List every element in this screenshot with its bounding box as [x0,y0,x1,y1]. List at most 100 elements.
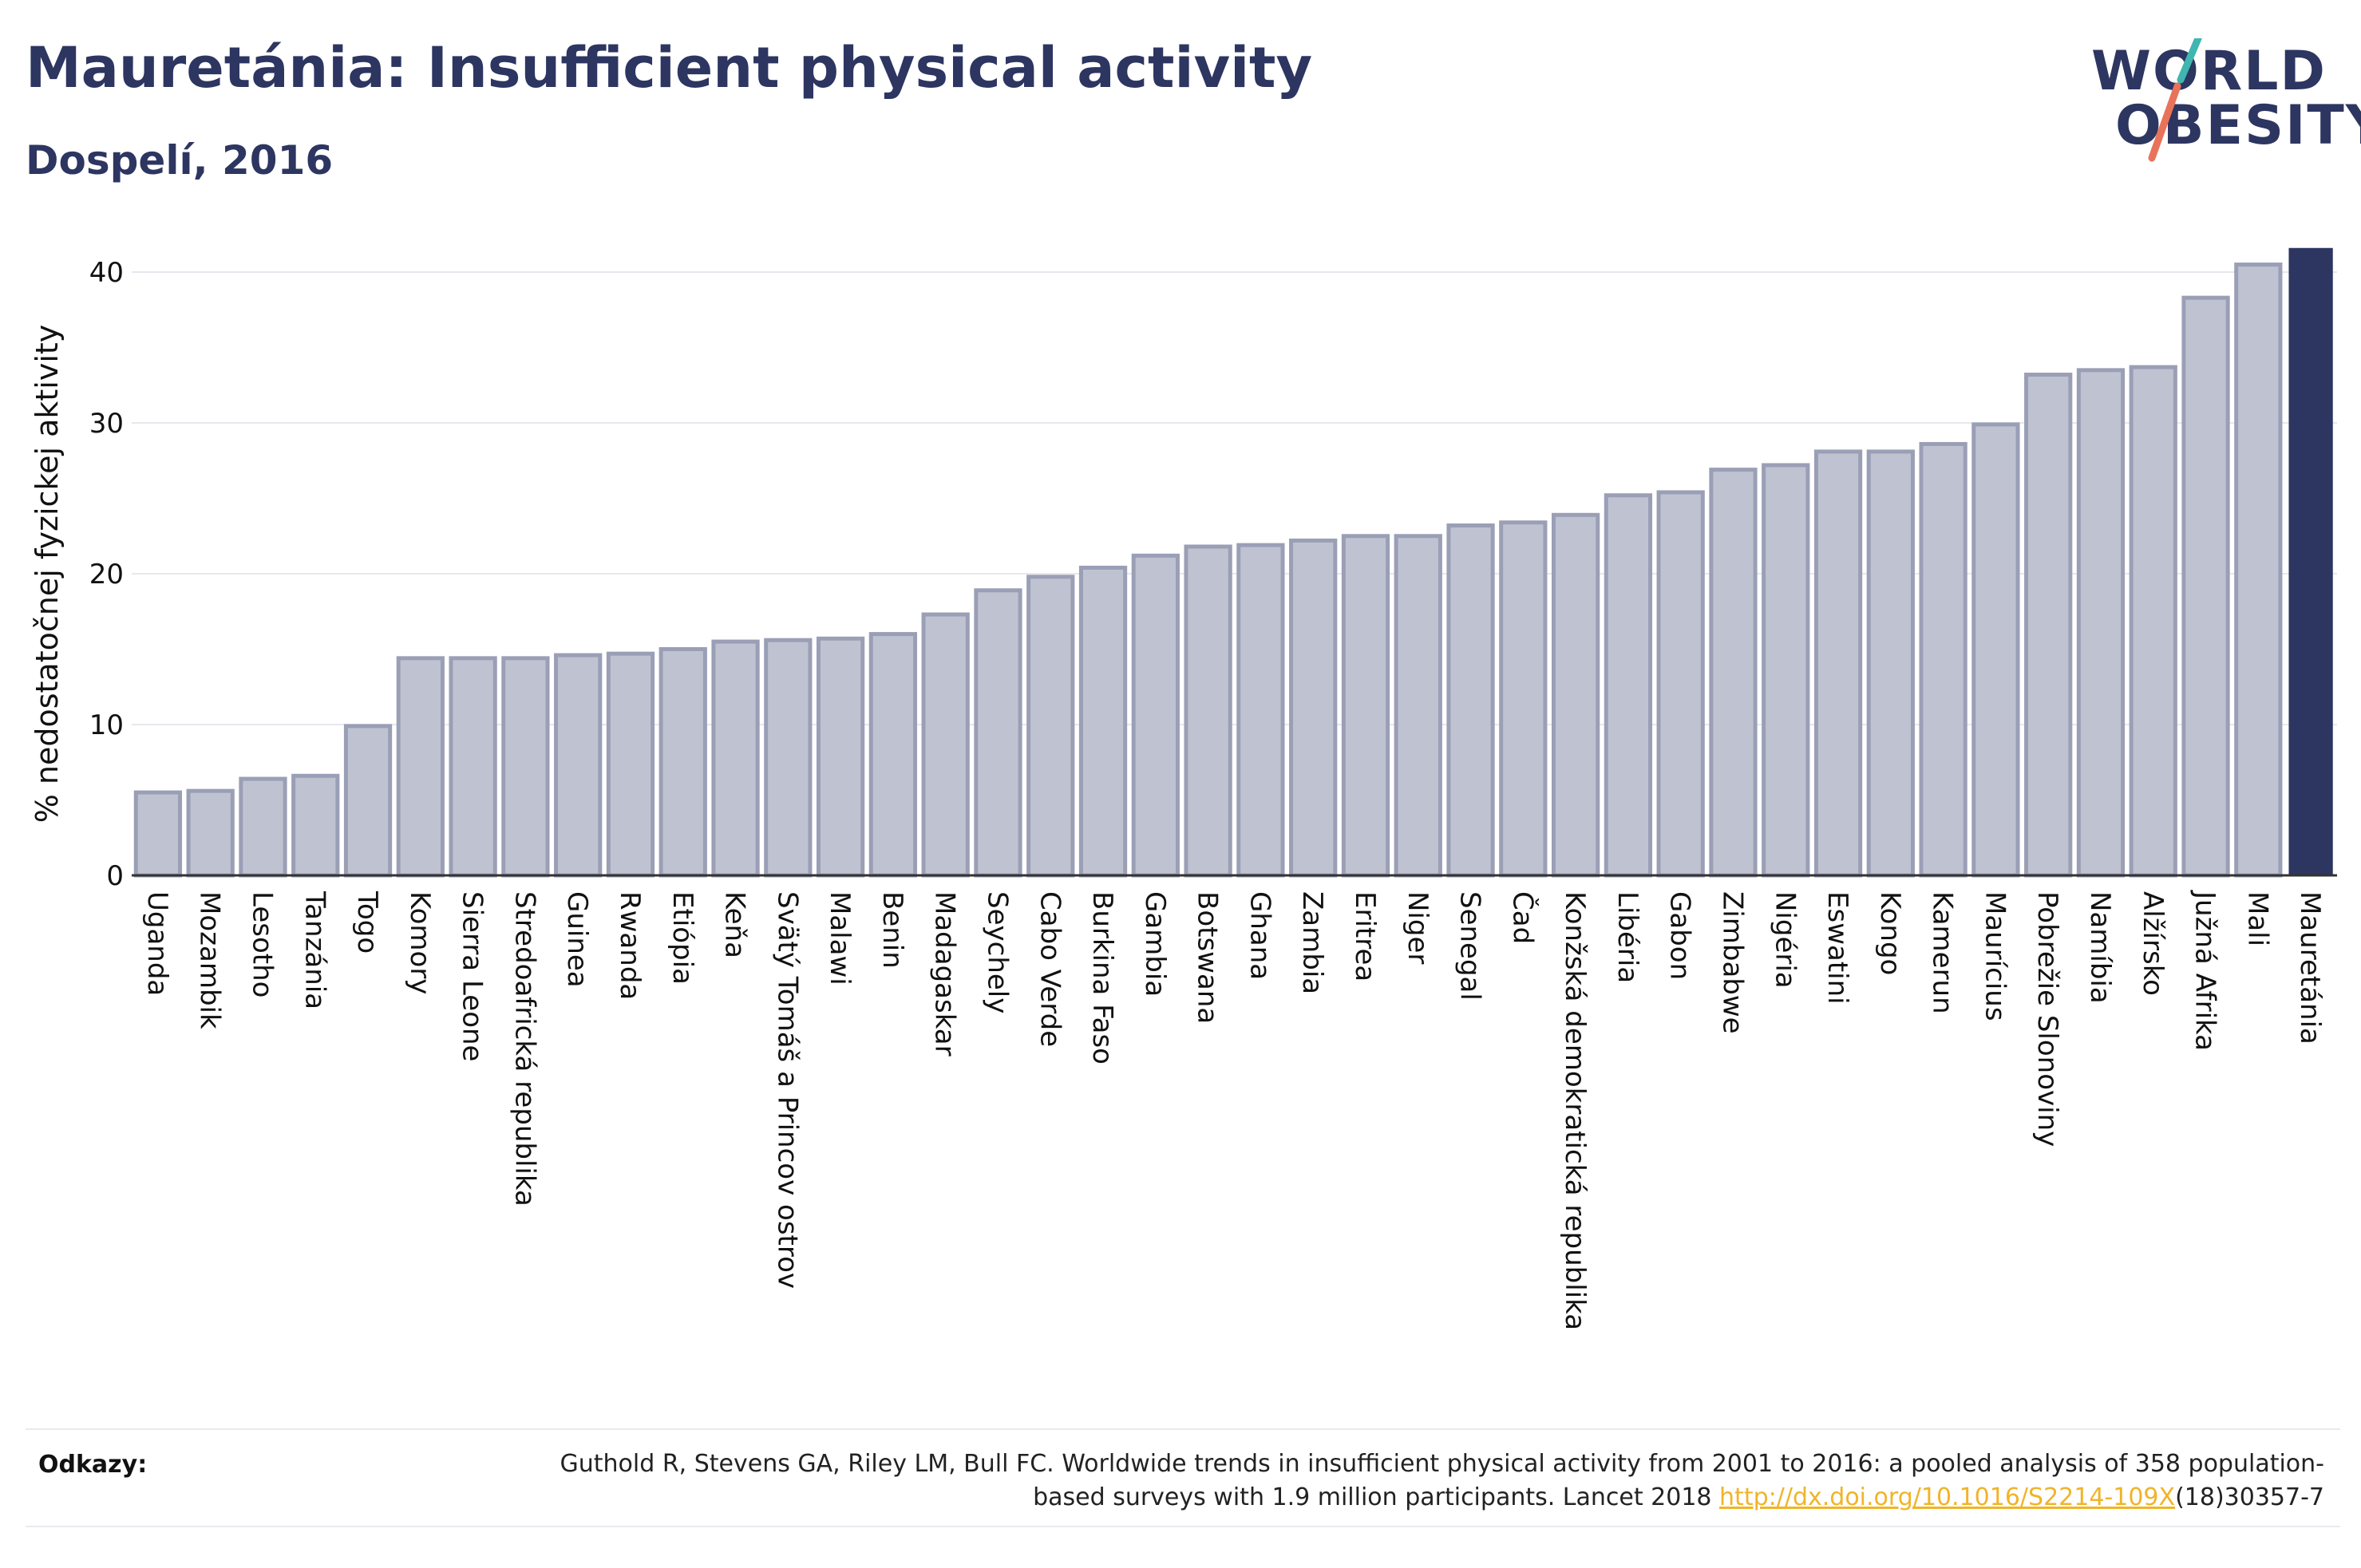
bar-10 [658,647,707,878]
bar-35 [1971,422,2020,878]
logo-slash-icon [2148,38,2202,162]
x-tick-label-30: Zimbabwe [1716,891,1748,1034]
x-tick-label-7: Stredoafrická republika [508,891,540,1207]
bar-16 [974,588,1022,878]
bar-11 [711,639,760,878]
bar-21 [1236,543,1285,878]
y-tick-label-0: 0 [106,860,124,892]
references-text: Guthold R, Stevens GA, Riley LM, Bull FC… [488,1448,2324,1515]
x-tick-label-33: Kongo [1874,891,1906,975]
bar-34 [1919,441,1968,878]
x-tick-label-1: Mozambik [194,891,226,1029]
bar-37 [2076,368,2126,878]
bar-14 [868,632,918,878]
y-tick-label-10: 10 [89,709,124,741]
x-tick-label-32: Eswatini [1821,891,1853,1005]
x-tick-label-5: Komory [404,891,436,994]
y-tick-label-30: 30 [89,408,124,440]
x-tick-label-35: Maurícius [1979,891,2011,1021]
world-obesity-logo: WORLD OBESITY [2083,38,2361,166]
bar-27 [1551,512,1600,878]
bar-3 [291,773,340,878]
x-tick-label-24: Niger [1402,891,1434,964]
reference-citation: Guthold R, Stevens GA, Riley LM, Bull FC… [560,1450,2324,1511]
bar-19 [1131,553,1180,878]
x-tick-label-21: Ghana [1244,891,1275,980]
x-tick-label-4: Togo [351,891,383,954]
footer-divider-top [26,1428,2340,1430]
x-tick-label-18: Burkina Faso [1086,891,1118,1064]
x-tick-label-41: Mauretánia [2294,891,2326,1045]
x-tick-label-12: Svätý Tomáš a Princov ostrov [771,891,803,1289]
x-tick-label-25: Senegal [1454,891,1486,1001]
x-tick-label-16: Seychely [981,891,1013,1013]
bar-40 [2234,263,2283,878]
bar-26 [1499,520,1548,878]
x-tick-label-20: Botswana [1192,891,1224,1024]
bar-15 [921,612,970,878]
bar-4 [343,724,393,878]
x-tick-label-8: Guinea [561,891,593,988]
x-tick-label-22: Zambia [1296,891,1328,994]
x-tick-label-29: Gabon [1664,891,1696,980]
bar-22 [1289,538,1338,878]
bar-23 [1341,534,1390,878]
footer-divider-bottom [26,1526,2340,1527]
bar-chart: 0 10 20 30 40 % nedostatočnej fyzickej aktivi… [30,247,2337,1330]
bar-13 [816,636,865,878]
bar-5 [396,656,445,878]
bar-32 [1813,449,1863,878]
x-tick-label-26: Čad [1506,891,1539,944]
x-tick-label-2: Lesotho [246,891,278,997]
x-tick-label-23: Eritrea [1349,891,1381,981]
x-tick-label-11: Keňa [719,891,751,958]
x-tick-label-13: Malawi [824,891,856,985]
bar-9 [606,651,655,878]
bar-0 [133,790,183,878]
chart-title: Mauretánia: Insufficient physical activi… [26,35,1313,101]
bar-17 [1026,575,1075,878]
x-tick-label-9: Rwanda [614,891,646,1000]
x-tick-label-38: Alžírsko [2137,891,2169,996]
x-tick-label-0: Uganda [141,891,173,996]
bar-28 [1604,493,1653,878]
bar-7 [501,656,550,878]
bar-1 [186,788,235,878]
bar-12 [764,638,813,878]
y-tick-label-40: 40 [89,257,124,289]
x-tick-label-31: Nigéria [1769,891,1801,989]
x-tick-label-28: Libéria [1612,891,1643,983]
reference-doi-link[interactable]: http://dx.doi.org/10.1016/S2214-109X [1719,1483,2176,1511]
bar-20 [1184,544,1232,878]
bar-36 [2024,373,2073,878]
x-tick-label-39: Južná Afrika [2189,890,2221,1051]
x-tick-label-14: Benin [876,891,908,969]
logo-text-world: WORLD [2091,40,2327,103]
bar-33 [1866,449,1915,878]
x-tick-label-36: Pobrežie Slonoviny [2031,891,2063,1147]
x-tick-label-6: Sierra Leone [457,891,488,1061]
bar-41 [2288,247,2333,875]
x-tick-label-15: Madagaskar [929,891,961,1057]
reference-citation-suffix: (18)30357-7 [2175,1483,2324,1511]
y-axis-title: % nedostatočnej fyzickej aktivity [30,325,65,823]
bar-31 [1762,463,1810,878]
x-tick-label-17: Cabo Verde [1034,891,1066,1047]
bar-18 [1078,565,1128,878]
x-tick-label-37: Namíbia [2084,891,2116,1004]
chart-subtitle: Dospelí, 2016 [26,137,334,184]
bar-38 [2129,365,2177,878]
bar-30 [1709,468,1758,878]
bar-29 [1656,490,1705,878]
bar-6 [449,656,497,878]
y-tick-label-20: 20 [89,559,124,590]
bar-24 [1394,534,1442,878]
x-tick-label-34: Kamerun [1927,891,1959,1014]
references-label: Odkazy: [38,1451,148,1479]
bar-25 [1446,523,1495,878]
bar-2 [239,776,287,878]
x-tick-label-40: Mali [2241,891,2273,946]
x-tick-label-3: Tanzánia [299,891,330,1009]
x-tick-label-19: Gambia [1139,891,1171,997]
bar-39 [2181,295,2230,878]
